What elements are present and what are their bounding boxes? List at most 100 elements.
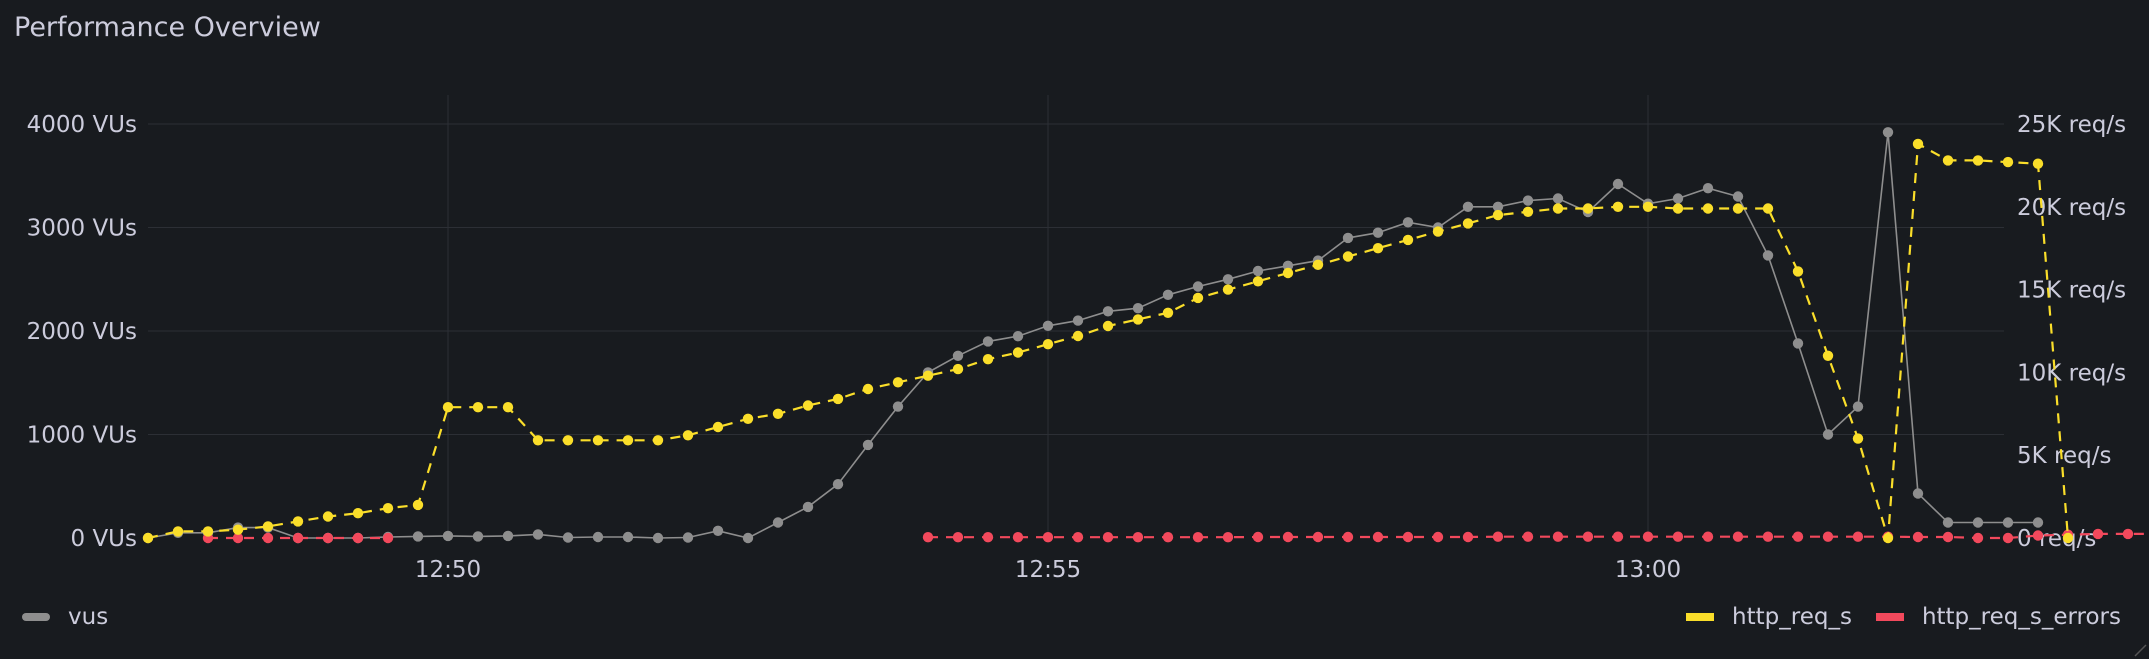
http_req_s-point[interactable] — [1132, 314, 1144, 325]
http_req_s-point[interactable] — [1642, 201, 1654, 212]
vus-point[interactable] — [952, 350, 964, 361]
vus-point[interactable] — [1192, 281, 1204, 292]
http_req_s_errors-point[interactable] — [952, 532, 964, 543]
vus-point[interactable] — [1672, 193, 1684, 204]
vus-point[interactable] — [472, 531, 484, 542]
vus-point[interactable] — [1012, 331, 1024, 342]
http_req_s-point[interactable] — [652, 435, 664, 446]
http_req_s_errors-point[interactable] — [2032, 530, 2044, 541]
vus-point[interactable] — [982, 336, 994, 347]
http_req_s-point[interactable] — [532, 435, 544, 446]
http_req_s_errors-point[interactable] — [1732, 531, 1744, 542]
panel-title[interactable]: Performance Overview — [14, 12, 321, 43]
vus-point[interactable] — [892, 401, 904, 412]
http_req_s_errors-point[interactable] — [1762, 531, 1774, 542]
http_req_s_errors-point[interactable] — [1672, 531, 1684, 542]
http_req_s-point[interactable] — [682, 430, 694, 441]
http_req_s_errors-point[interactable] — [1792, 531, 1804, 542]
vus-point[interactable] — [1462, 201, 1474, 212]
http_req_s_errors-point[interactable] — [2092, 528, 2104, 540]
vus-point[interactable] — [442, 530, 454, 542]
http_req_s_errors-point[interactable] — [2122, 528, 2134, 540]
http_req_s-point[interactable] — [982, 354, 994, 365]
vus-point[interactable] — [1282, 260, 1294, 271]
http_req_s_errors-point[interactable] — [1972, 532, 1984, 544]
http_req_s-point[interactable] — [592, 435, 604, 446]
http_req_s_errors-point[interactable] — [1312, 531, 1324, 543]
http_req_s-point[interactable] — [712, 421, 724, 433]
vus-point[interactable] — [1972, 517, 1984, 528]
http_req_s_errors-point[interactable] — [1072, 532, 1084, 543]
http_req_s_errors-point[interactable] — [1552, 531, 1564, 542]
http_req_s-point[interactable] — [1702, 203, 1714, 214]
http_req_s-point[interactable] — [1432, 226, 1444, 237]
http_req_s-point[interactable] — [1852, 433, 1864, 444]
http_req_s-point[interactable] — [172, 526, 184, 537]
vus-point[interactable] — [502, 530, 514, 542]
http_req_s-point[interactable] — [442, 402, 454, 413]
vus-point[interactable] — [1162, 289, 1174, 300]
vus-point[interactable] — [1132, 303, 1144, 314]
http_req_s_errors-point[interactable] — [262, 532, 274, 544]
http_req_s-point[interactable] — [502, 402, 514, 413]
http_req_s_errors-point[interactable] — [1942, 531, 1954, 543]
http_req_s_errors-point[interactable] — [1162, 532, 1174, 543]
http_req_s-point[interactable] — [1342, 251, 1354, 262]
http_req_s_errors-point[interactable] — [1042, 532, 1054, 543]
http_req_s-point[interactable] — [322, 511, 334, 522]
vus-point[interactable] — [1102, 306, 1114, 317]
http_req_s_errors-point[interactable] — [1912, 531, 1924, 543]
vus-point[interactable] — [1612, 178, 1624, 190]
http_req_s-point[interactable] — [1162, 307, 1174, 318]
http_req_s-point[interactable] — [1192, 292, 1204, 304]
http_req_s-point[interactable] — [1792, 266, 1804, 277]
vus-point[interactable] — [1552, 193, 1564, 204]
vus-point[interactable] — [832, 479, 844, 490]
http_req_s-point[interactable] — [832, 393, 844, 405]
vus-point[interactable] — [1792, 338, 1804, 349]
http_req_s-point[interactable] — [1672, 203, 1684, 214]
http_req_s-point[interactable] — [262, 521, 274, 532]
vus-point[interactable] — [652, 532, 664, 544]
vus-point[interactable] — [1822, 429, 1834, 440]
http_req_s_errors-point[interactable] — [1702, 531, 1714, 542]
http_req_s_errors-point[interactable] — [1222, 532, 1234, 543]
http_req_s-point[interactable] — [1012, 347, 1024, 358]
http_req_s-point[interactable] — [1822, 350, 1834, 361]
http_req_s-point[interactable] — [952, 363, 964, 375]
http_req_s-point[interactable] — [232, 524, 244, 535]
http_req_s_errors-point[interactable] — [292, 532, 304, 544]
http_req_s-point[interactable] — [892, 377, 904, 388]
vus-point[interactable] — [1522, 195, 1534, 206]
http_req_s-point[interactable] — [352, 508, 364, 519]
http_req_s-point[interactable] — [1492, 209, 1504, 221]
vus-point[interactable] — [1402, 217, 1414, 228]
vus-point[interactable] — [772, 517, 784, 528]
http_req_s-point[interactable] — [1222, 284, 1234, 295]
vus-point[interactable] — [1732, 191, 1744, 202]
http_req_s_errors-point[interactable] — [982, 532, 994, 543]
vus-point[interactable] — [1852, 401, 1864, 412]
http_req_s_errors-point[interactable] — [922, 532, 934, 543]
resize-handle-icon[interactable] — [2133, 643, 2147, 657]
vus-point[interactable] — [862, 439, 874, 451]
http_req_s-point[interactable] — [922, 370, 934, 381]
http_req_s-point[interactable] — [142, 532, 154, 544]
http_req_s_errors-point[interactable] — [1852, 531, 1864, 542]
http_req_s-point[interactable] — [862, 383, 874, 395]
legend-item-http-req-s[interactable]: http_req_s — [1686, 604, 1852, 630]
legend-item-vus[interactable]: vus — [22, 604, 108, 630]
http_req_s-point[interactable] — [2002, 156, 2014, 168]
http_req_s-point[interactable] — [1762, 203, 1774, 214]
http_req_s-point[interactable] — [1252, 276, 1264, 287]
vus-point[interactable] — [1072, 315, 1084, 326]
http_req_s-point[interactable] — [1942, 155, 1954, 166]
http_req_s-point[interactable] — [292, 516, 304, 527]
vus-point[interactable] — [2002, 517, 2014, 528]
http_req_s-point[interactable] — [1882, 532, 1894, 544]
http_req_s_errors-point[interactable] — [1102, 532, 1114, 543]
vus-point[interactable] — [802, 501, 814, 513]
http_req_s-point[interactable] — [1732, 203, 1744, 214]
vus-point[interactable] — [1702, 183, 1714, 194]
http_req_s_errors-point[interactable] — [1462, 531, 1474, 543]
